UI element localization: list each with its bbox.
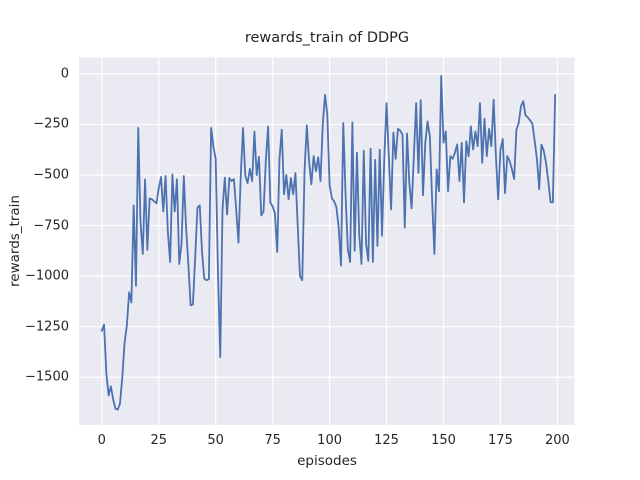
chart-title: rewards_train of DDPG [244,30,410,46]
x-axis-label: episodes [297,453,357,469]
y-tick-label: 0 [60,66,69,82]
y-tick-label: −1000 [25,268,69,284]
x-tick-label: 0 [97,433,106,448]
y-tick-label: −1250 [25,319,69,335]
x-tick-label: 125 [374,433,399,448]
x-tick-label: 100 [317,433,343,448]
y-tick-label: −1500 [25,369,69,385]
x-tick-label: 50 [207,433,224,448]
y-tick-label: −500 [33,167,69,183]
line-series [100,75,557,411]
x-tick-label: 25 [150,433,168,448]
x-tick-label: 150 [431,433,456,448]
x-tick-label: 75 [264,433,281,448]
x-tick-label: 200 [544,433,570,448]
y-tick-label: −250 [33,116,69,132]
y-axis-label: rewards_train [7,195,23,287]
x-tick-label: 175 [488,433,513,448]
y-tick-label: −750 [33,218,69,234]
